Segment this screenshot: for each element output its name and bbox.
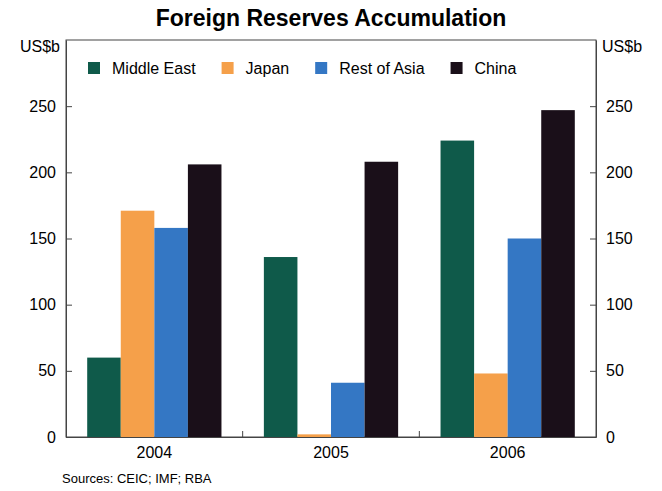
tick-mark <box>590 106 596 107</box>
bar <box>121 211 155 437</box>
legend-item: Rest of Asia <box>315 60 424 77</box>
tick: 2005 <box>313 444 349 461</box>
category-separator <box>242 431 243 437</box>
bars <box>87 110 575 437</box>
tick: 200 <box>29 164 72 181</box>
x-axis: 2004 2005 2006 <box>67 438 597 462</box>
tick: 150 <box>590 230 633 247</box>
legend-swatch <box>315 62 327 74</box>
y2-axis-label: US$b <box>602 38 642 55</box>
tick-mark <box>590 371 596 372</box>
bar <box>188 164 222 437</box>
legend: Middle East Japan Rest of Asia China <box>88 60 516 77</box>
tick-mark <box>66 106 72 107</box>
axis-line <box>67 437 597 438</box>
tick-label: 100 <box>606 296 633 313</box>
legend-label: Rest of Asia <box>339 60 424 77</box>
tick-label: 2004 <box>137 444 173 461</box>
tick-label: 0 <box>606 429 615 446</box>
title: Foreign Reserves Accumulation <box>156 5 507 31</box>
tick-label: 150 <box>606 230 633 247</box>
bar <box>87 358 121 437</box>
bar <box>365 162 399 437</box>
tick-label: 250 <box>29 98 56 115</box>
category-separator <box>419 431 420 437</box>
bar <box>331 383 365 437</box>
legend-item: Japan <box>222 60 290 77</box>
tick: 150 <box>29 230 72 247</box>
tick-label: 2006 <box>490 444 526 461</box>
tick-mark <box>590 239 596 240</box>
legend-swatch <box>88 62 100 74</box>
tick-label: 150 <box>29 230 56 247</box>
legend-item: China <box>451 60 517 77</box>
plot-frame <box>66 40 596 437</box>
tick: 100 <box>29 296 72 313</box>
tick-mark <box>66 305 72 306</box>
tick-mark <box>66 172 72 173</box>
tick: 2004 <box>137 444 173 461</box>
bar <box>441 141 475 437</box>
bar <box>474 373 508 437</box>
tick: 100 <box>590 296 633 313</box>
tick: 50 <box>590 362 624 379</box>
chart: Foreign Reserves Accumulation 0 50 100 150 20… <box>0 0 662 491</box>
legend-swatch <box>222 62 234 74</box>
tick-mark <box>66 371 72 372</box>
bar <box>297 434 331 437</box>
tick-label: 50 <box>606 362 624 379</box>
tick-label: 2005 <box>313 444 349 461</box>
tick-label: 0 <box>47 429 56 446</box>
bar <box>264 257 298 437</box>
axis-line <box>596 41 597 438</box>
tick: 2006 <box>490 444 526 461</box>
legend-label: China <box>475 60 517 77</box>
bar <box>508 239 542 438</box>
tick-label: 250 <box>606 98 633 115</box>
y-axis-label: US$b <box>20 38 60 55</box>
tick: 250 <box>590 98 633 115</box>
tick-label: 200 <box>29 164 56 181</box>
legend-swatch <box>451 62 463 74</box>
tick: 200 <box>590 164 633 181</box>
tick-label: 50 <box>38 362 56 379</box>
tick-mark <box>590 172 596 173</box>
legend-item: Middle East <box>88 60 196 77</box>
bar <box>154 228 188 437</box>
bar <box>541 110 575 437</box>
legend-label: Japan <box>246 60 290 77</box>
tick-label: 200 <box>606 164 633 181</box>
legend-label: Middle East <box>112 60 196 77</box>
y-axis: 0 50 100 150 200 250 <box>29 41 72 446</box>
y2-axis: 0 50 100 150 200 250 <box>590 41 633 446</box>
tick: 250 <box>29 98 72 115</box>
tick-label: 100 <box>29 296 56 313</box>
tick: 50 <box>38 362 72 379</box>
tick-mark <box>590 305 596 306</box>
tick-mark <box>66 239 72 240</box>
source: Sources: CEIC; IMF; RBA <box>62 471 212 486</box>
